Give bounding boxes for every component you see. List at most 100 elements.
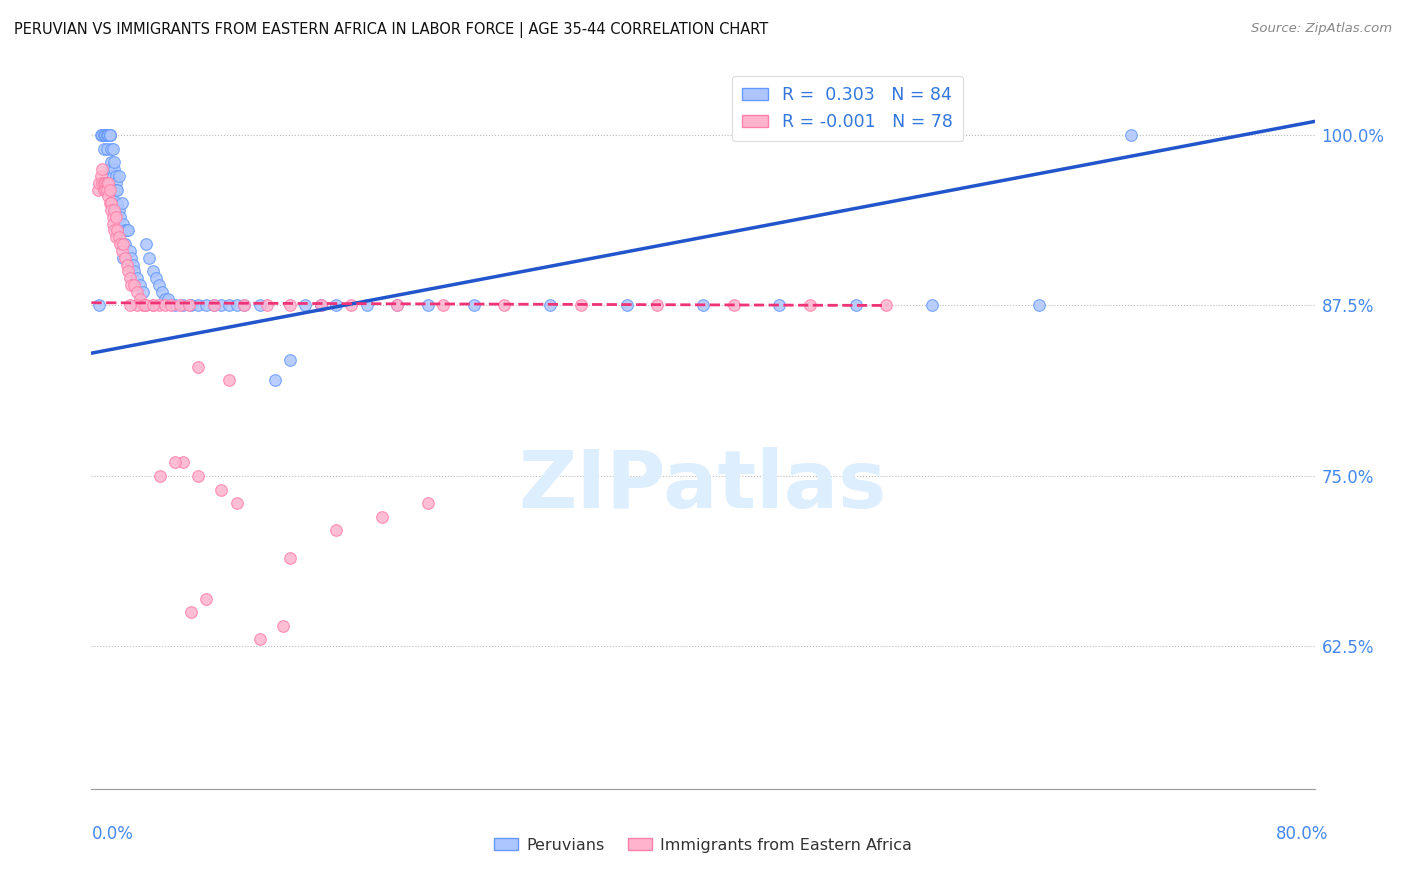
Point — [104, 210, 127, 224]
Point — [110, 223, 132, 237]
Text: PERUVIAN VS IMMIGRANTS FROM EASTERN AFRICA IN LABOR FORCE | AGE 35-44 CORRELATIO: PERUVIAN VS IMMIGRANTS FROM EASTERN AFRI… — [14, 22, 768, 38]
Point — [93, 142, 115, 156]
Point — [117, 264, 139, 278]
Point — [114, 223, 136, 237]
Text: 80.0%: 80.0% — [1277, 825, 1329, 843]
Point — [97, 176, 120, 190]
Point — [569, 298, 592, 312]
Point — [416, 496, 439, 510]
Point — [180, 605, 202, 619]
Point — [463, 298, 485, 312]
Point — [100, 155, 122, 169]
Point — [96, 183, 118, 197]
Point — [103, 162, 125, 177]
Point — [117, 223, 139, 237]
Point — [118, 271, 141, 285]
Point — [309, 298, 332, 312]
Point — [309, 298, 332, 312]
Point — [921, 298, 943, 312]
Point — [96, 142, 118, 156]
Point — [138, 251, 160, 265]
Point — [432, 298, 454, 312]
Point — [149, 468, 172, 483]
Point — [218, 298, 240, 312]
Point — [114, 237, 136, 252]
Point — [129, 292, 152, 306]
Point — [118, 298, 141, 312]
Point — [105, 223, 128, 237]
Point — [94, 128, 117, 142]
Point — [799, 298, 821, 312]
Point — [264, 374, 287, 388]
Point — [96, 128, 118, 142]
Point — [103, 183, 125, 197]
Point — [153, 298, 176, 312]
Point — [692, 298, 714, 312]
Point — [494, 298, 516, 312]
Point — [538, 298, 561, 312]
Point — [325, 298, 347, 312]
Point — [129, 278, 152, 293]
Point — [104, 169, 127, 183]
Point — [156, 292, 179, 306]
Point — [94, 128, 117, 142]
Point — [118, 244, 141, 258]
Point — [371, 509, 394, 524]
Point — [122, 278, 145, 293]
Point — [98, 183, 121, 197]
Point — [115, 258, 138, 272]
Point — [91, 128, 114, 142]
Point — [325, 524, 347, 538]
Point — [294, 298, 316, 312]
Point — [110, 210, 132, 224]
Point — [97, 128, 120, 142]
Point — [172, 298, 194, 312]
Point — [104, 176, 127, 190]
Point — [202, 298, 225, 312]
Point — [271, 619, 294, 633]
Point — [104, 183, 127, 197]
Point — [98, 128, 121, 142]
Point — [93, 183, 115, 197]
Point — [180, 298, 202, 312]
Point — [97, 128, 120, 142]
Point — [187, 468, 209, 483]
Point — [160, 298, 183, 312]
Point — [195, 591, 218, 606]
Point — [187, 298, 209, 312]
Point — [209, 483, 232, 497]
Point — [249, 632, 271, 647]
Point — [233, 298, 256, 312]
Point — [340, 298, 363, 312]
Point — [187, 359, 209, 374]
Point — [108, 230, 131, 244]
Point — [103, 223, 125, 237]
Point — [278, 353, 301, 368]
Text: ZIPatlas: ZIPatlas — [519, 447, 887, 525]
Point — [98, 196, 121, 211]
Point — [100, 202, 122, 217]
Point — [165, 455, 187, 469]
Point — [96, 128, 118, 142]
Point — [105, 196, 128, 211]
Point — [98, 128, 121, 142]
Point — [356, 298, 378, 312]
Point — [218, 374, 240, 388]
Point — [135, 298, 157, 312]
Point — [278, 550, 301, 565]
Point — [165, 298, 187, 312]
Point — [645, 298, 668, 312]
Point — [108, 169, 131, 183]
Point — [100, 142, 122, 156]
Point — [845, 298, 868, 312]
Point — [112, 217, 135, 231]
Point — [111, 237, 134, 252]
Point — [112, 237, 135, 252]
Point — [141, 264, 163, 278]
Point — [93, 128, 115, 142]
Legend: R =  0.303   N = 84, R = -0.001   N = 78: R = 0.303 N = 84, R = -0.001 N = 78 — [731, 76, 963, 141]
Point — [249, 298, 271, 312]
Point — [202, 298, 225, 312]
Point — [94, 176, 117, 190]
Point — [225, 496, 247, 510]
